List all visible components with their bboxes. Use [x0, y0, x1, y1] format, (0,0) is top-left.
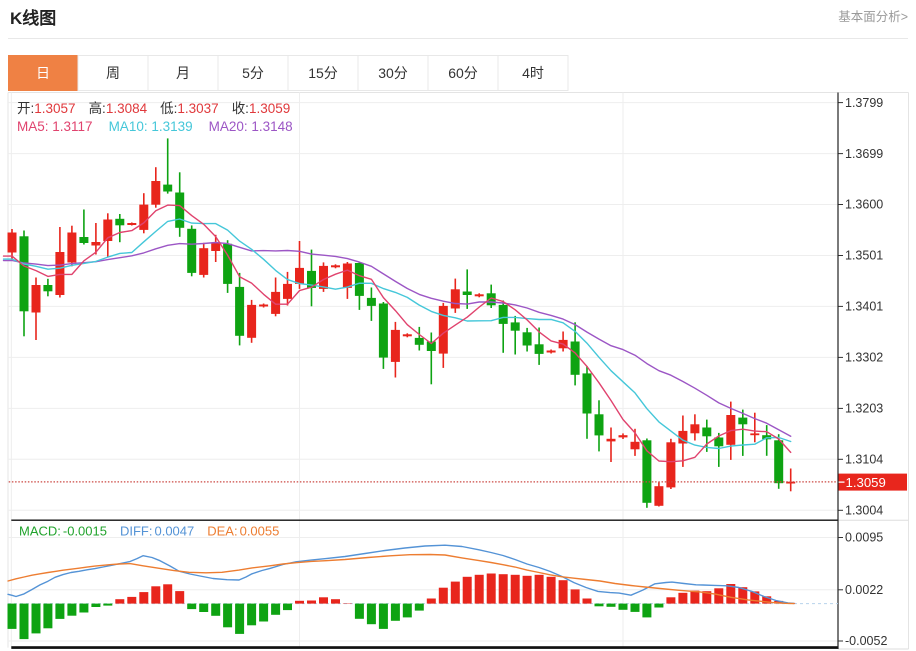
svg-text:1.3401: 1.3401 [845, 300, 883, 314]
svg-text:30分: 30分 [378, 65, 408, 81]
svg-text:5分: 5分 [242, 65, 264, 81]
svg-text:1.3501: 1.3501 [845, 249, 883, 263]
svg-text:4时: 4时 [522, 65, 544, 81]
svg-text:月: 月 [176, 65, 190, 81]
svg-text:周: 周 [106, 65, 120, 81]
svg-text:1.3059: 1.3059 [846, 475, 886, 490]
svg-text:1.3699: 1.3699 [845, 147, 883, 161]
svg-text:0.0022: 0.0022 [845, 583, 883, 597]
svg-text:日: 日 [36, 65, 50, 81]
svg-text:1.3004: 1.3004 [845, 504, 883, 518]
svg-text:1.3600: 1.3600 [845, 198, 883, 212]
svg-text:K线图: K线图 [10, 8, 56, 28]
svg-text:基本面分析>: 基本面分析> [838, 10, 908, 24]
svg-text:0.0095: 0.0095 [845, 531, 883, 545]
svg-text:1.3104: 1.3104 [845, 453, 883, 467]
svg-text:1.3302: 1.3302 [845, 351, 883, 365]
svg-text:15分: 15分 [308, 65, 338, 81]
svg-text:1.3799: 1.3799 [845, 96, 883, 110]
svg-text:60分: 60分 [448, 65, 478, 81]
svg-text:-0.0052: -0.0052 [845, 634, 887, 648]
svg-text:1.3203: 1.3203 [845, 402, 883, 416]
